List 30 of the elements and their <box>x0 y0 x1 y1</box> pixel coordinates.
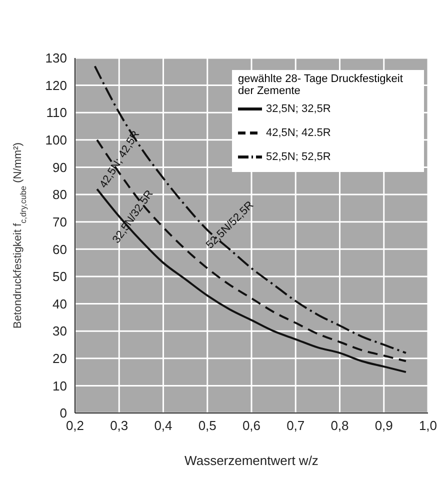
y-tick-label: 30 <box>52 324 67 339</box>
x-tick-label: 0,6 <box>242 418 261 434</box>
y-tick-label: 20 <box>52 351 67 366</box>
legend-label: 42,5N; 42.5R <box>266 126 331 139</box>
y-tick-label: 50 <box>52 269 67 284</box>
y-tick-label: 120 <box>45 78 67 93</box>
y-tick-label: 110 <box>46 105 67 120</box>
x-tick-label: 0,2 <box>66 418 84 434</box>
y-tick-label: 10 <box>52 378 67 394</box>
y-tick-label: 40 <box>52 296 67 312</box>
x-axis-title: Wasserzementwert w/z <box>184 453 318 468</box>
x-tick-label: 0,9 <box>374 418 393 434</box>
line-series <box>94 65 407 354</box>
x-tick-label: 1,0 <box>418 418 438 434</box>
x-tick-label: 0,3 <box>110 418 128 434</box>
x-tick-label: 0,7 <box>286 418 305 434</box>
y-tick-label: 70 <box>52 214 67 230</box>
legend-label: 52,5N; 52,5R <box>266 150 331 163</box>
y-tick-label: 100 <box>45 132 67 148</box>
line-series <box>96 188 407 374</box>
x-tick-label: 0,5 <box>198 418 216 434</box>
y-tick-label: 60 <box>52 242 67 257</box>
x-tick-label: 0,8 <box>330 418 349 434</box>
y-tick-label: 0 <box>60 406 67 421</box>
y-tick-label: 130 <box>45 50 67 66</box>
legend-label: 32,5N; 32,5R <box>266 102 331 115</box>
x-tick-label: 0,4 <box>154 418 172 434</box>
y-tick-label: 90 <box>52 160 67 175</box>
y-tick-label: 80 <box>52 187 67 202</box>
legend-title: gewählte 28- Tage Druckfestigkeit der Zemente <box>238 73 404 97</box>
